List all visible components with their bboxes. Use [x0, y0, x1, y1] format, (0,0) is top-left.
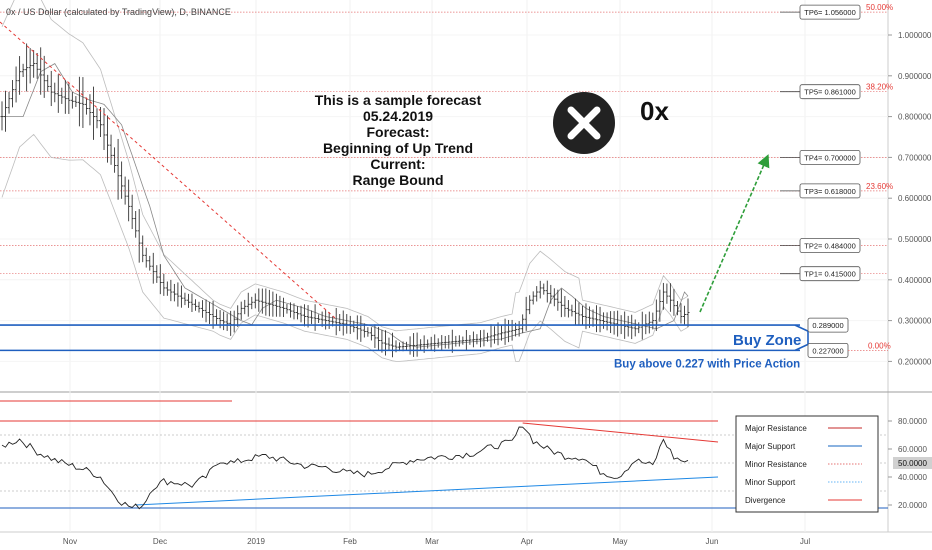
legend-label: Minor Support	[745, 478, 796, 487]
price-tick-label: 0.300000	[898, 317, 932, 326]
legend-frame	[735, 415, 879, 513]
target-tag	[799, 183, 861, 199]
legend-box: Major Resistance Major Support Minor Resis…	[735, 415, 879, 513]
price-tick-label: 0.500000	[898, 235, 932, 244]
fib-level-label: 23.60%	[866, 182, 893, 191]
buy-zone-bracket	[794, 324, 809, 352]
rsi-tick-label: 40.0000	[898, 473, 927, 482]
target-label: TP2= 0.484000	[804, 242, 856, 251]
annotation-line-6: Range Bound	[353, 172, 444, 188]
target-tag	[799, 149, 861, 165]
forecast-arrow	[699, 154, 770, 313]
annotation-line-5: Current:	[370, 156, 425, 172]
rsi-axis: 80.0000 60.0000 40.0000 20.0000 50.0000	[888, 417, 932, 510]
buy-zone-title: Buy Zone	[733, 332, 801, 349]
rsi-line	[1, 426, 689, 510]
legend-label: Minor Resistance	[745, 460, 807, 469]
price-tick-label: 1.000000	[898, 31, 932, 40]
annotation-line-3: Forecast:	[366, 124, 429, 140]
price-bars	[0, 43, 690, 358]
rsi-tick-label: 60.0000	[898, 445, 927, 454]
price-tick-label: 0.700000	[898, 153, 932, 162]
time-tick-label: Apr	[521, 537, 534, 546]
rsi-divergence-line	[522, 422, 719, 443]
rsi-current-badge	[893, 457, 932, 469]
buy-zone: 0.289000 0.227000 Buy Zone Buy above 0.227 …	[0, 317, 891, 370]
price-tick-label: 0.600000	[898, 194, 932, 203]
rsi-support-trendline	[135, 476, 719, 506]
bollinger-bands	[1, 0, 689, 362]
time-tick-label: 2019	[247, 537, 265, 546]
price-axis: 1.000000 0.900000 0.800000 0.700000 0.600000…	[888, 31, 932, 366]
annotation-line-1: This is a sample forecast	[315, 92, 482, 108]
target-tag	[799, 84, 861, 100]
legend-label: Major Support	[745, 442, 796, 451]
target-label: TP4= 0.700000	[804, 153, 856, 162]
rsi-tick-label: 20.0000	[898, 501, 927, 510]
time-tick-label: Jun	[706, 537, 719, 546]
target-label: TP6= 1.056000	[804, 8, 856, 17]
price-tick-label: 0.900000	[898, 72, 932, 81]
time-tick-label: Mar	[425, 537, 439, 546]
time-tick-label: Nov	[63, 537, 77, 546]
0x-logo-text: 0x	[640, 96, 669, 126]
annotation-line-4: Beginning of Up Trend	[323, 140, 473, 156]
price-tick-label: 0.200000	[898, 357, 932, 366]
fib-zero-label: 0.00%	[868, 341, 891, 350]
target-tag	[799, 4, 861, 20]
rsi-tick-label: 80.0000	[898, 417, 927, 426]
target-tag	[799, 266, 861, 282]
buy-zone-note: Buy above 0.227 with Price Action	[614, 358, 800, 370]
time-axis: Nov Dec 2019 Feb Mar Apr May Jun Jul	[63, 537, 810, 546]
lower-band	[1, 133, 689, 362]
downtrend-line	[0, 21, 336, 319]
time-tick-label: Feb	[343, 537, 357, 546]
upper-band	[1, 0, 689, 332]
moving-average	[2, 63, 689, 348]
target-label: TP5= 0.861000	[804, 88, 856, 97]
symbol-title: 0x / US Dollar (calculated by TradingVie…	[6, 7, 231, 17]
overlay-drawings	[0, 21, 770, 319]
time-tick-label: Dec	[153, 537, 167, 546]
forecast-annotation: This is a sample forecast 05.24.2019 For…	[315, 92, 482, 188]
0x-logo: 0x	[553, 92, 669, 154]
fib-level-label: 38.20%	[866, 83, 893, 92]
rsi-current-label: 50.0000	[898, 459, 927, 468]
price-tick-label: 0.400000	[898, 276, 932, 285]
target-lines: TP6= 1.056000 50.00% TP5= 0.861000 38.20% TP…	[0, 3, 893, 282]
price-tick-label: 0.800000	[898, 113, 932, 122]
fib-level-label: 50.00%	[866, 3, 893, 12]
target-label: TP3= 0.618000	[804, 187, 856, 196]
time-tick-label: May	[612, 537, 627, 546]
buy-zone-upper-tag	[807, 317, 849, 333]
legend-label: Divergence	[745, 496, 786, 505]
legend-label: Major Resistance	[745, 424, 807, 433]
target-label: TP1= 0.415000	[804, 270, 856, 279]
buy-zone-upper-label: 0.289000	[812, 321, 843, 330]
buy-zone-lower-label: 0.227000	[812, 346, 843, 355]
time-tick-label: Jul	[800, 537, 810, 546]
annotation-line-2: 05.24.2019	[363, 108, 433, 124]
target-tag	[799, 238, 861, 253]
